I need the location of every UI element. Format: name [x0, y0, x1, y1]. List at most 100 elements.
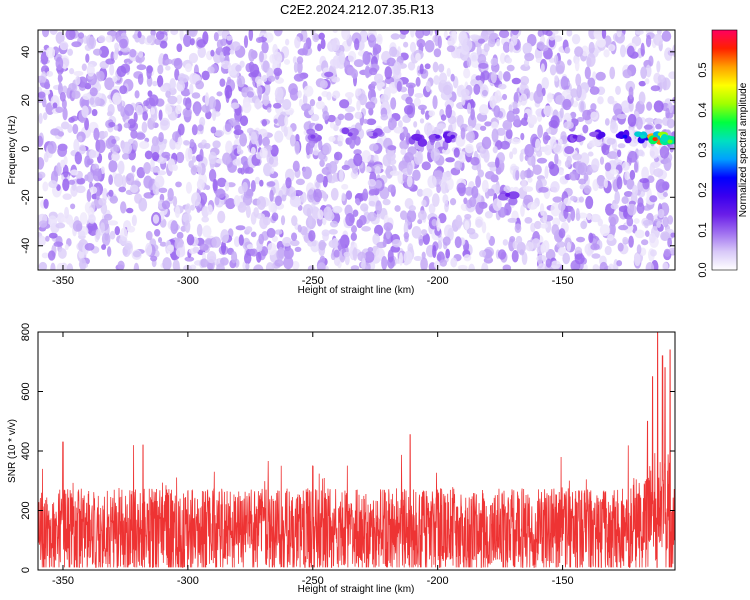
colorbar: 0.0 0.1 0.2 0.3 0.4 0.5 Normalized spectral a… — [697, 29, 749, 278]
spectrogram-cell — [553, 54, 559, 65]
spectrogram-cell — [146, 66, 152, 80]
spectrogram-cell — [604, 118, 610, 126]
spectrogram-cell — [540, 63, 545, 73]
spectrogram-cell — [211, 108, 217, 121]
spectrogram-cell — [638, 91, 646, 105]
spectrogram-cell — [216, 177, 227, 188]
spectrogram-cell — [274, 195, 282, 207]
spectrogram-cell — [172, 195, 178, 207]
spectrogram-cell — [108, 159, 118, 173]
spectrogram-cell — [508, 104, 513, 113]
spectrogram-cell — [48, 180, 58, 189]
spectrogram-cell — [133, 262, 140, 270]
spectrogram-cell — [486, 232, 491, 241]
spectrogram-cell — [509, 236, 516, 243]
spectrogram-cell — [221, 46, 231, 57]
spectrogram-cell — [266, 227, 276, 238]
spectrogram-y-label: Frequency (Hz) — [7, 116, 18, 185]
spectrogram-cell — [603, 49, 610, 58]
spectrogram-cell — [308, 144, 313, 155]
spectrogram-cell — [57, 145, 68, 157]
spectrogram-cell — [520, 204, 525, 217]
spectrogram-cell — [289, 88, 299, 101]
spectrogram-cell — [283, 247, 294, 260]
spectrogram-signal-cell — [507, 191, 520, 200]
spectrogram-cell — [85, 53, 90, 63]
spectrogram-cell — [45, 46, 56, 59]
spectrogram-cell — [636, 244, 642, 255]
spectrogram-cell — [274, 229, 283, 235]
x-tick-label: -150 — [552, 275, 574, 287]
spectrogram-cell — [292, 160, 300, 172]
spectrogram-cell — [436, 184, 442, 194]
spectrogram-cell — [92, 48, 103, 56]
spectrogram-cell — [443, 84, 452, 96]
spectrogram-cell — [233, 236, 241, 248]
spectrogram-cell — [484, 211, 493, 219]
spectrogram-cell — [146, 35, 153, 44]
spectrogram-cell — [152, 214, 160, 224]
spectrogram-cell — [259, 51, 264, 63]
spectrogram-cell — [655, 123, 662, 130]
spectrogram-cell — [621, 196, 629, 205]
spectrogram-cell — [438, 63, 445, 73]
spectrogram-cell — [96, 139, 106, 154]
spectrogram-cell — [606, 137, 616, 145]
spectrogram-cell — [183, 33, 192, 47]
spectrogram-cell — [431, 193, 440, 207]
spectrogram-cell — [100, 222, 106, 234]
spectrogram-cell — [129, 48, 137, 58]
spectrogram-cell — [195, 80, 205, 90]
spectrogram-cell — [76, 177, 86, 185]
spectrogram-signal-peak — [435, 134, 441, 139]
spectrogram-cell — [481, 179, 489, 193]
spectrogram-cell — [284, 115, 289, 127]
spectrogram-cell — [409, 41, 417, 53]
spectrogram-cell — [158, 109, 163, 121]
spectrogram-cell — [208, 96, 217, 110]
spectrogram-cell — [232, 159, 241, 166]
spectrogram-cell — [543, 105, 554, 117]
spectrogram-cell — [312, 149, 320, 156]
spectrogram-cell — [64, 244, 69, 250]
spectrogram-cell — [215, 188, 226, 199]
spectrogram-cell — [633, 160, 639, 173]
spectrogram-cell — [154, 228, 161, 237]
spectrogram-cell — [303, 42, 309, 56]
spectrogram-cell — [382, 198, 391, 206]
spectrogram-cell — [616, 260, 623, 267]
spectrogram-cell — [648, 55, 654, 67]
spectrogram-cell — [642, 205, 652, 211]
spectrogram-cell — [231, 251, 238, 264]
spectrogram-cell — [421, 229, 428, 236]
spectrogram-cell — [542, 131, 549, 145]
spectrogram-cell — [440, 181, 448, 194]
spectrogram-cell — [113, 173, 124, 188]
spectrogram-cell — [588, 41, 595, 54]
spectrogram-cell — [280, 215, 286, 226]
spectrogram-cell — [576, 236, 586, 243]
spectrogram-cell — [274, 259, 284, 267]
spectrogram-cell — [188, 160, 194, 168]
spectrogram-cell — [119, 85, 128, 95]
spectrogram-cell — [433, 260, 441, 270]
spectrogram-cell — [506, 110, 515, 123]
spectrogram-cell — [545, 30, 553, 37]
spectrogram-cell — [73, 70, 84, 77]
spectrogram-cell — [498, 70, 503, 81]
spectrogram-cell — [331, 37, 340, 52]
spectrogram-cell — [509, 151, 514, 160]
spectrogram-cell — [212, 140, 221, 149]
spectrogram-cell — [74, 151, 83, 165]
spectrogram-cell — [628, 86, 634, 100]
spectrogram-cell — [601, 30, 607, 40]
spectrogram-cell — [214, 129, 225, 137]
spectrogram-cell — [421, 161, 431, 171]
spectrogram-cell — [661, 30, 672, 42]
spectrogram-cell — [338, 51, 346, 65]
spectrogram-cell — [150, 107, 156, 115]
spectrogram-cell — [421, 251, 426, 260]
spectrogram-cell — [42, 181, 49, 192]
spectrogram-cell — [317, 262, 326, 270]
